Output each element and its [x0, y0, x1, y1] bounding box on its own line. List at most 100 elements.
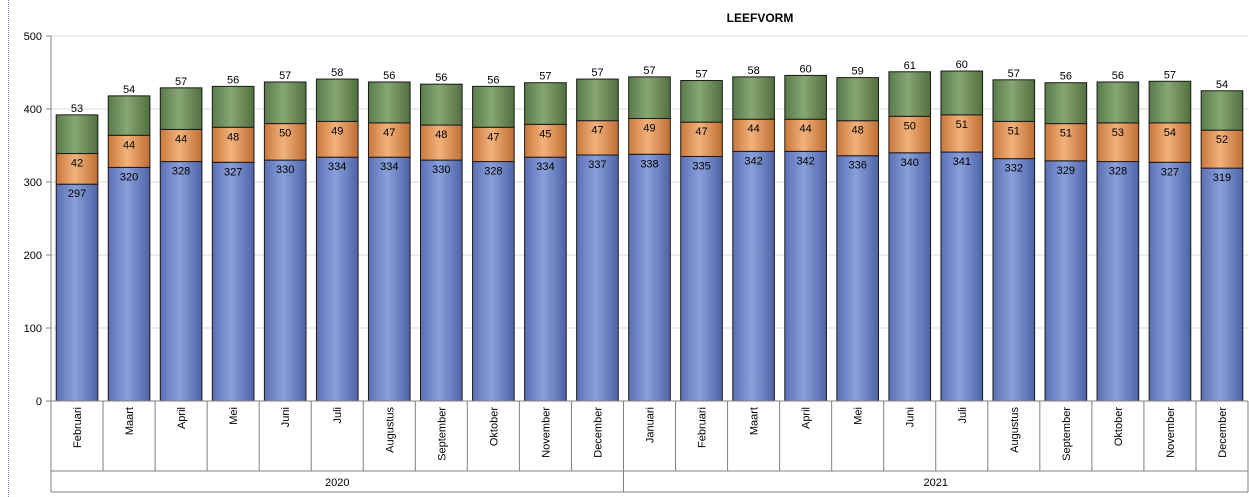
- bar-segment: [1096, 81, 1140, 124]
- x-tick-label: Augustus: [384, 407, 396, 453]
- bar-segment: [263, 81, 307, 125]
- data-label: 328: [484, 166, 502, 178]
- bar-segment: [524, 82, 567, 125]
- x-tick-label: Mei: [228, 407, 240, 425]
- bar-segment: [888, 152, 932, 402]
- data-label: 334: [380, 161, 398, 173]
- data-label: 57: [1008, 68, 1020, 80]
- data-label: 338: [640, 158, 658, 170]
- data-label: 341: [953, 156, 971, 168]
- data-label: 44: [747, 123, 759, 135]
- bar-segment: [1096, 161, 1140, 402]
- data-label: 340: [901, 157, 919, 169]
- bar-segment: [940, 70, 984, 116]
- bar-segment: [784, 74, 827, 120]
- x-tick-label: December: [1217, 407, 1229, 458]
- bar-segment: [367, 156, 411, 402]
- data-label: 297: [68, 188, 86, 200]
- data-label: 48: [227, 131, 239, 143]
- bar-segment: [211, 85, 255, 128]
- data-label: 42: [71, 158, 83, 170]
- bar-segment: [367, 81, 411, 124]
- x-tick-label: Juli: [957, 407, 969, 424]
- bar-segment: [576, 78, 619, 122]
- data-label: 329: [1057, 165, 1075, 177]
- x-tick-label: Juli: [332, 407, 344, 424]
- data-label: 320: [120, 171, 138, 183]
- data-label: 53: [1112, 127, 1124, 139]
- x-axis: Februari Maart April Mei Juni Juli Augustus Sep…: [50, 400, 1249, 493]
- x-tick-label: Juni: [905, 407, 917, 427]
- y-tick-label: 200: [24, 250, 42, 262]
- x-tick-label: Juni: [280, 407, 292, 427]
- data-label: 48: [435, 129, 447, 141]
- bar-segment: [472, 161, 515, 402]
- data-label: 60: [800, 63, 812, 75]
- bar-segment: [420, 159, 463, 402]
- data-label: 56: [383, 70, 395, 82]
- data-label: 57: [279, 70, 291, 82]
- bar-segment: [576, 154, 619, 402]
- bar-segment: [159, 87, 203, 130]
- data-label: 328: [1109, 166, 1127, 178]
- data-label: 50: [904, 120, 916, 132]
- data-label: 335: [692, 160, 710, 172]
- data-label: 342: [744, 155, 762, 167]
- data-label: 47: [487, 131, 499, 143]
- x-tick-label: Mei: [853, 407, 865, 425]
- bar-segment: [732, 150, 775, 402]
- x-tick-label: Oktober: [488, 407, 500, 446]
- y-tick-label: 0: [36, 396, 42, 408]
- bar-segment: [732, 76, 775, 120]
- data-label: 334: [536, 161, 554, 173]
- data-labels: 297 42 53 320 44 54 328 44 57 327 48 56 330 50 57 334 49…: [68, 59, 1231, 200]
- y-axis: 0 100 200 300 400 500: [24, 31, 52, 408]
- data-label: 56: [1112, 70, 1124, 82]
- bar-segment: [940, 151, 984, 402]
- bar-segment: [888, 115, 932, 154]
- bar-segment: [55, 153, 99, 185]
- bar-segment: [680, 121, 723, 157]
- bar-segment: [836, 77, 879, 122]
- data-label: 47: [383, 127, 395, 139]
- data-label: 53: [71, 103, 83, 115]
- x-tick-label: Oktober: [1113, 407, 1125, 446]
- bar-segment: [263, 123, 307, 161]
- bar-segment: [1044, 82, 1088, 125]
- bar-segment: [732, 118, 775, 152]
- data-label: 334: [328, 161, 346, 173]
- data-label: 337: [588, 159, 606, 171]
- x-tick-label: Februari: [697, 407, 709, 448]
- data-label: 336: [848, 160, 866, 172]
- data-label: 47: [695, 126, 707, 138]
- x-tick-label: September: [1061, 407, 1073, 461]
- data-label: 50: [279, 128, 291, 140]
- data-label: 58: [747, 65, 759, 77]
- x-tick-label: November: [1165, 407, 1177, 458]
- group-label: 2021: [923, 477, 947, 489]
- bar-segment: [888, 71, 932, 117]
- bar-segment: [1044, 160, 1088, 402]
- data-label: 342: [796, 155, 814, 167]
- bar-segment: [1200, 90, 1244, 131]
- data-label: 319: [1213, 172, 1231, 184]
- data-label: 54: [1164, 127, 1176, 139]
- data-label: 51: [956, 119, 968, 131]
- data-label: 56: [227, 74, 239, 86]
- data-label: 328: [172, 166, 190, 178]
- bar-segment: [628, 117, 671, 155]
- bar-segment: [628, 153, 671, 402]
- y-tick-label: 300: [24, 177, 42, 189]
- x-tick-label: April: [176, 407, 188, 429]
- y-tick-label: 100: [24, 323, 42, 335]
- bar-segment: [680, 80, 723, 123]
- data-label: 56: [1060, 71, 1072, 83]
- bar-segment: [524, 123, 567, 158]
- bar-segment: [1148, 122, 1192, 163]
- data-label: 60: [956, 59, 968, 71]
- data-label: 61: [904, 60, 916, 72]
- bar-segment: [1148, 161, 1192, 402]
- x-tick-label: September: [436, 407, 448, 461]
